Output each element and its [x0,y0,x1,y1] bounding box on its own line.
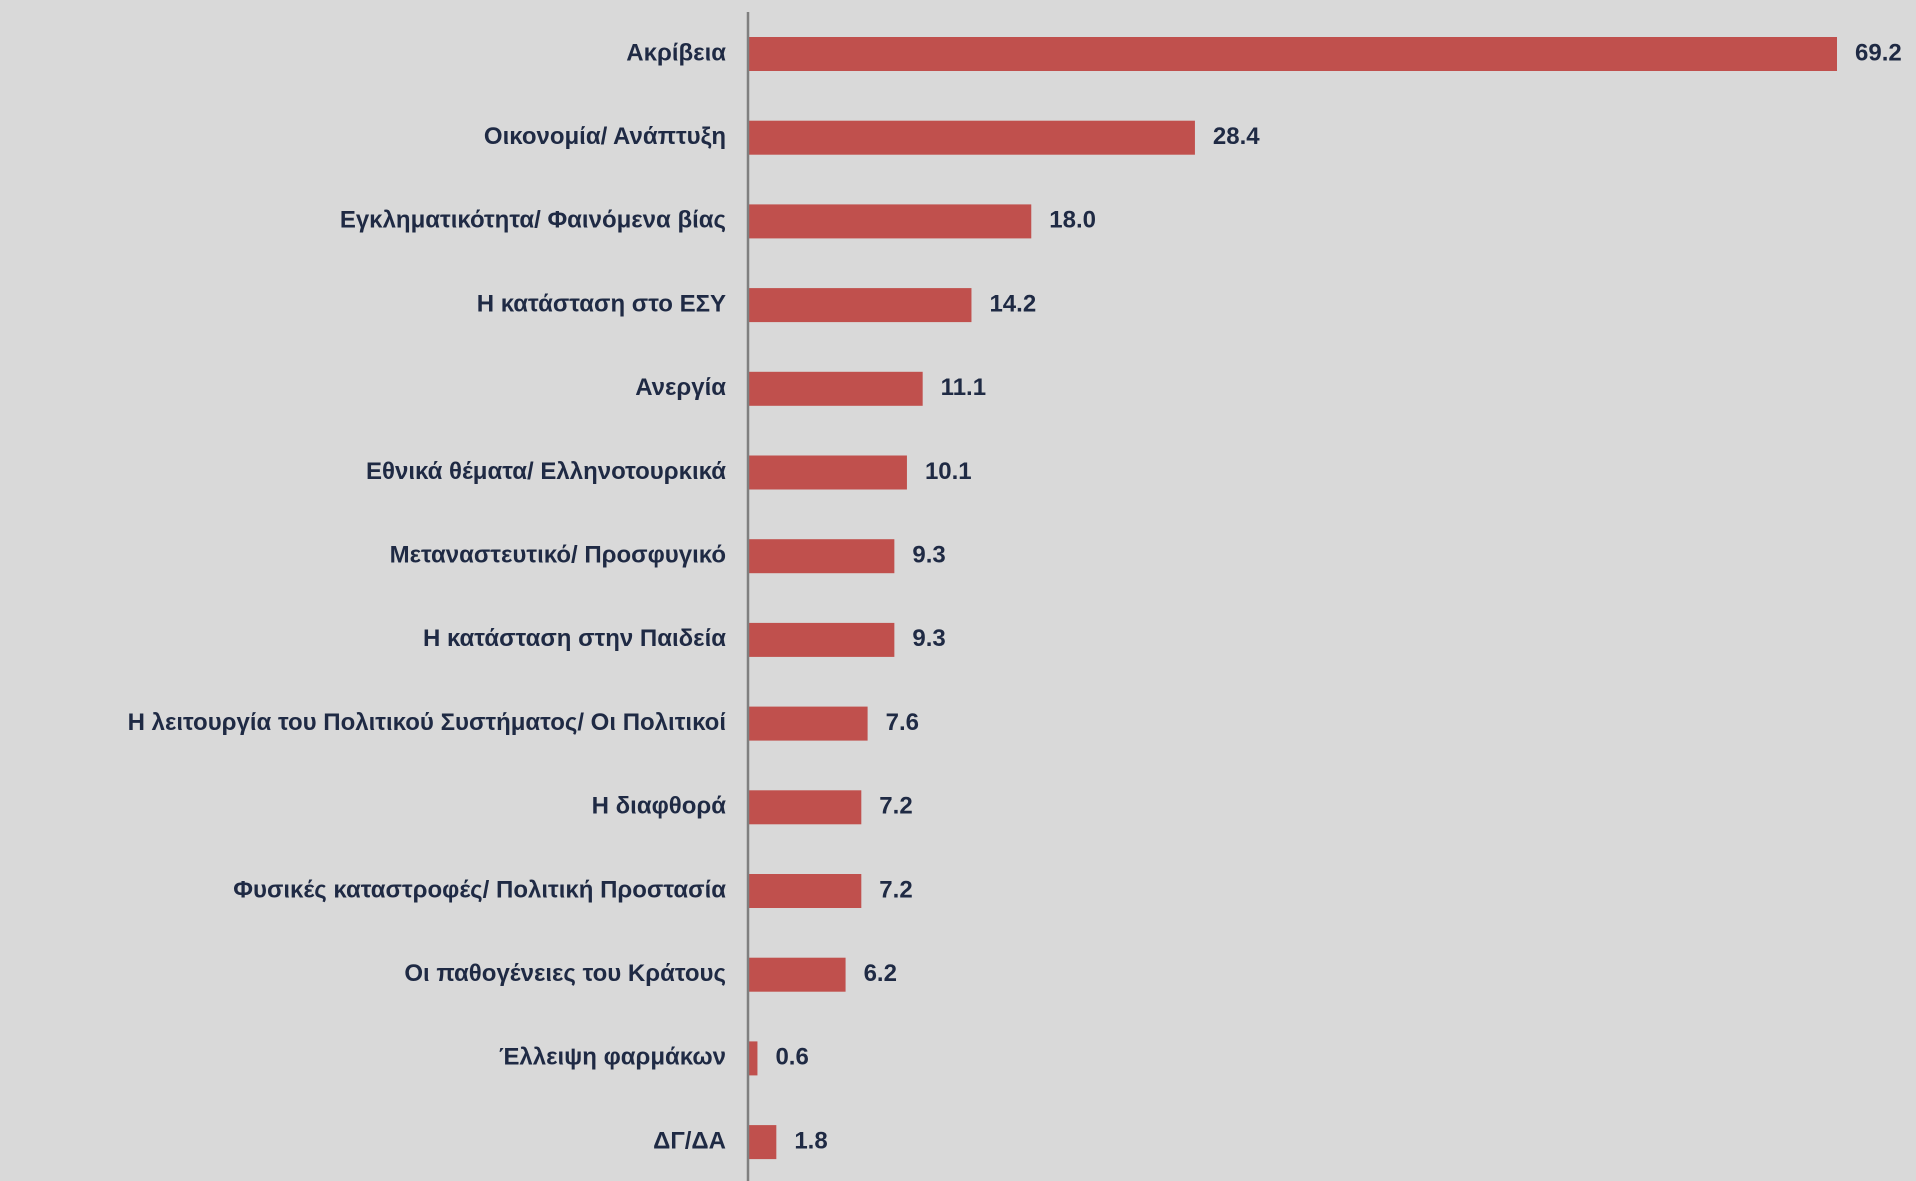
value-label: 11.1 [941,374,986,401]
value-label: 18.0 [1049,207,1096,234]
bar [748,706,868,741]
value-label: 7.2 [879,876,912,903]
category-label: Η κατάσταση στο ΕΣΥ [477,290,726,317]
value-label: 7.6 [886,709,919,736]
value-label: 0.6 [775,1044,808,1071]
value-label: 9.3 [912,542,945,569]
bar [748,37,1837,71]
value-label: 10.1 [925,458,972,485]
bar [748,288,972,323]
bar [748,204,1032,239]
bar [748,874,862,908]
value-label: 69.2 [1855,39,1902,66]
category-label: Οι παθογένειες του Κράτους [404,960,726,987]
value-label: 9.3 [912,625,945,652]
category-label: Έλλειψη φαρμάκων [499,1044,726,1071]
category-label: Φυσικές καταστροφές/ Πολιτική Προστασία [233,876,726,903]
category-label: Η λειτουργία του Πολιτικού Συστήματος/ Ο… [128,709,726,736]
category-label: Ακρίβεια [626,39,726,66]
bar [748,622,895,657]
category-label: Οικονομία/ Ανάπτυξη [484,123,726,150]
category-label: Εθνικά θέματα/ Ελληνοτουρκικά [366,458,726,485]
bar [748,790,862,825]
bar [748,455,907,490]
bar [748,1125,777,1160]
value-label: 14.2 [989,290,1036,317]
value-label: 1.8 [794,1127,827,1154]
value-label: 7.2 [879,793,912,820]
category-label: Η κατάσταση στην Παιδεία [423,625,726,652]
bar [748,371,923,406]
category-label: Εγκληματικότητα/ Φαινόμενα βίας [340,207,726,234]
category-label: Ανεργία [635,374,726,401]
bar [748,957,846,992]
bar [748,1041,758,1076]
value-label: 28.4 [1213,123,1260,150]
bar [748,120,1195,155]
bar [748,539,895,574]
category-label: Η διαφθορά [592,793,727,820]
value-label: 6.2 [864,960,897,987]
category-label: ΔΓ/ΔΑ [653,1127,726,1154]
category-label: Μεταναστευτικό/ Προσφυγικό [390,542,726,569]
